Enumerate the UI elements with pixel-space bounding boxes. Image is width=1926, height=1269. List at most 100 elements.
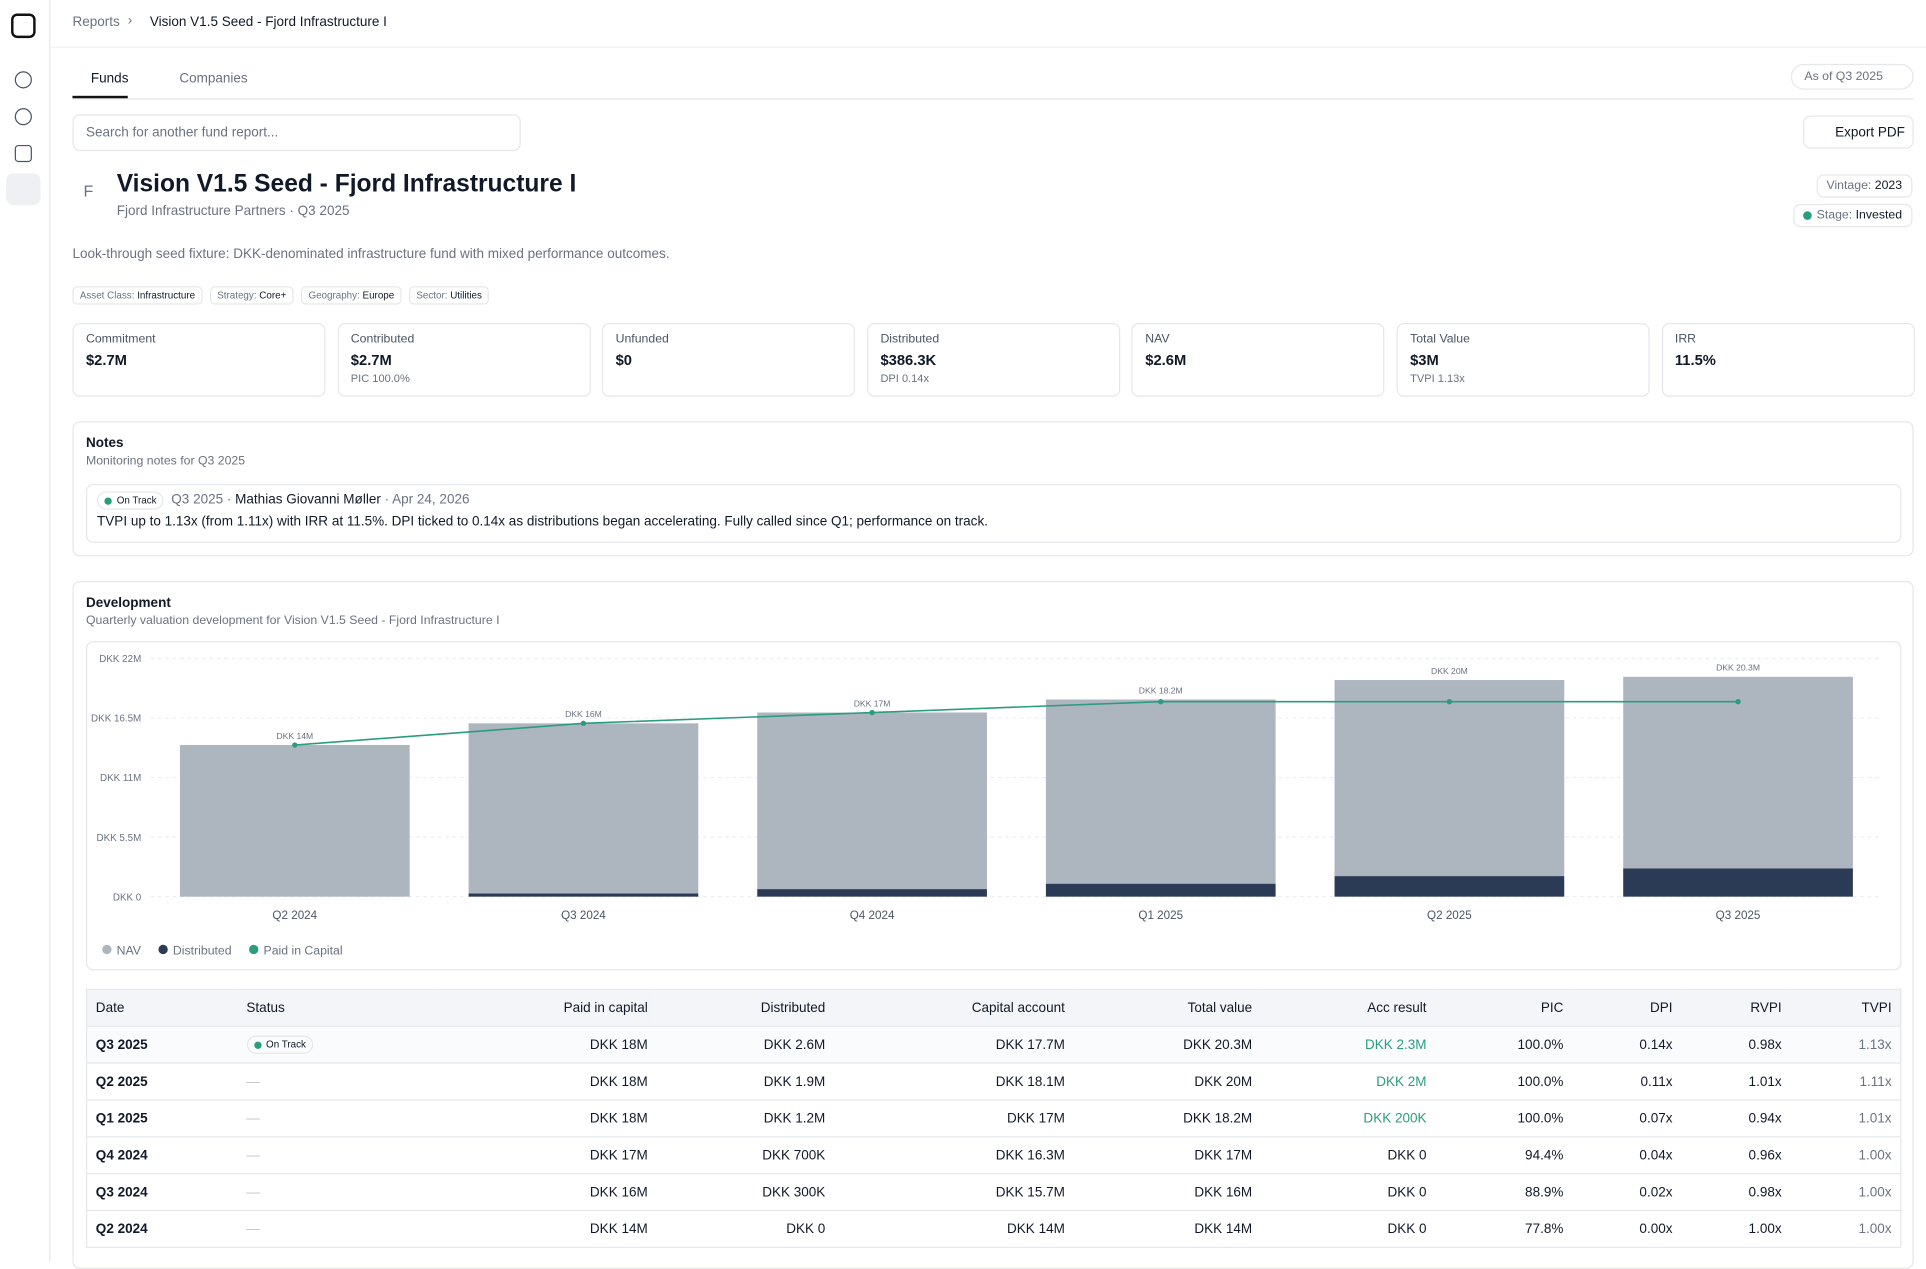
sidebar [0,0,51,1262]
legend-swatch [249,944,259,955]
bar-segment [1623,868,1853,897]
table-cell: DKK 18M [436,1025,657,1064]
cell-text: 100.0% [1517,1110,1564,1126]
cell-text: 0.94x [1748,1110,1782,1126]
tag-value: Utilities [450,289,482,301]
sep: · [226,492,232,508]
table-cell: DKK 18.1M [833,1062,1074,1100]
search-icon[interactable] [14,71,32,89]
table-cell: DKK 18M [436,1062,657,1100]
table-cell: DKK 20M [1073,1062,1261,1100]
cell-text: 77.8% [1525,1221,1564,1237]
table-cell: DKK 20.3M [1073,1025,1261,1064]
x-tick-label: Q4 2024 [850,909,895,922]
cell-text: DKK 2.3M [1364,1037,1427,1053]
table-cell: 1.01x [1790,1099,1901,1137]
breadcrumb-link[interactable]: Reports [72,14,120,30]
table-row: Q3 2024 — DKK 16M DKK 300K DKK 15.7M DKK 16M D… [86,1173,1901,1211]
tabs-border [72,98,1914,100]
total-label: DKK 18.2M [1139,685,1183,695]
table-cell: 100.0% [1435,1062,1572,1100]
cell-text: 0.00x [1639,1221,1673,1237]
legend-label: Paid in Capital [264,943,343,957]
cell-text: 1.01x [1858,1110,1892,1126]
tab-companies[interactable]: Companies [160,71,248,86]
bar-segment [757,712,987,890]
value: 2023 [1874,179,1903,193]
bar-segment [468,893,699,897]
table-cell: DKK 14M [1073,1209,1261,1248]
cell-text: — [246,1184,260,1200]
table-cell: DKK 15.7M [833,1173,1074,1211]
table-cell: 0.04x [1571,1136,1682,1174]
as-of-select[interactable]: As of Q3 2025 [1790,63,1914,90]
cell-text: DKK 20.3M [1183,1037,1253,1053]
tag: Geography: Europe [301,286,402,305]
bar-segment [1045,883,1276,897]
metric-sub: DPI 0.14x [880,372,929,385]
cell-text: 100.0% [1517,1037,1564,1053]
logo[interactable] [11,13,36,39]
line-point [1158,698,1164,705]
breadcrumb-current: Vision V1.5 Seed - Fjord Infrastructure … [149,14,387,30]
cell-text: 0.02x [1639,1184,1673,1200]
column-header: PIC [1435,989,1572,1027]
table-cell: 0.11x [1571,1062,1682,1100]
table-cell: DKK 0 [1260,1173,1436,1211]
column-header: TVPI [1790,989,1901,1027]
metric-value: $386.3K [880,351,937,369]
cell-text: 0.04x [1639,1147,1673,1163]
bar-segment [468,723,699,894]
status-dot [1803,211,1812,220]
bar-segment [1334,876,1565,897]
cell-text: DKK 2M [1376,1074,1427,1089]
table-cell: DKK 200K [1260,1099,1436,1137]
metric-label: Distributed [880,332,940,347]
cell-text: DKK 17M [1007,1110,1065,1126]
metric-card: Contributed $2.7M PIC 100.0% [337,323,591,397]
table-cell: — [237,1062,437,1100]
tag-label: Asset Class: [79,289,135,301]
cell-text: DKK 17M [589,1147,648,1163]
metric-card: Commitment $2.7M [72,323,326,397]
column-header: Capital account [833,989,1074,1027]
cell-text: DKK 1.9M [763,1074,826,1089]
table-cell: 1.01x [1681,1062,1791,1100]
development-subtitle: Quarterly valuation development for Visi… [85,614,500,628]
column-header: RVPI [1681,989,1791,1027]
table-cell: 0.96x [1681,1136,1791,1174]
table-row: Q3 2025 On Track DKK 18M DKK 2.6M DKK 17.7M D… [86,1025,1901,1064]
metric-value: $2.6M [1145,351,1187,369]
people-icon[interactable] [14,144,32,163]
table-cell: DKK 300K [656,1173,834,1211]
column-header: Date [86,989,238,1027]
notes-subtitle: Monitoring notes for Q3 2025 [85,454,246,468]
search-input[interactable]: Search for another fund report... [72,114,521,152]
cell-text: DKK 1.2M [763,1110,826,1126]
line-point [1446,698,1453,705]
status-dot [104,497,112,505]
label: Vintage: [1826,179,1872,193]
tab-funds[interactable]: Funds [72,71,129,86]
cell-text: 88.9% [1525,1184,1564,1200]
cell-text: 1.01x [1748,1074,1782,1089]
legend-swatch [102,944,112,955]
cell-text: DKK 18M [589,1037,648,1053]
metric-label: Total Value [1410,332,1470,347]
cell-text: DKK 0 [1387,1221,1427,1237]
metric-card: Unfunded $0 [602,323,856,397]
explore-icon[interactable] [14,108,32,126]
cell-text: Q3 2024 [95,1184,148,1200]
table-cell: — [237,1099,437,1137]
notes-title: Notes [85,436,124,451]
tag-label: Sector: [416,289,448,301]
metric-card: NAV $2.6M [1131,323,1385,397]
table-cell: 1.00x [1790,1136,1901,1174]
export-button[interactable]: Export PDF [1803,115,1914,149]
total-label: DKK 20M [1431,666,1468,676]
tab-label: Companies [179,71,248,86]
metric-value: $3M [1410,351,1439,369]
table-cell: — [237,1209,437,1248]
table-cell: Q3 2025 [86,1025,238,1064]
reports-icon[interactable] [6,173,41,206]
